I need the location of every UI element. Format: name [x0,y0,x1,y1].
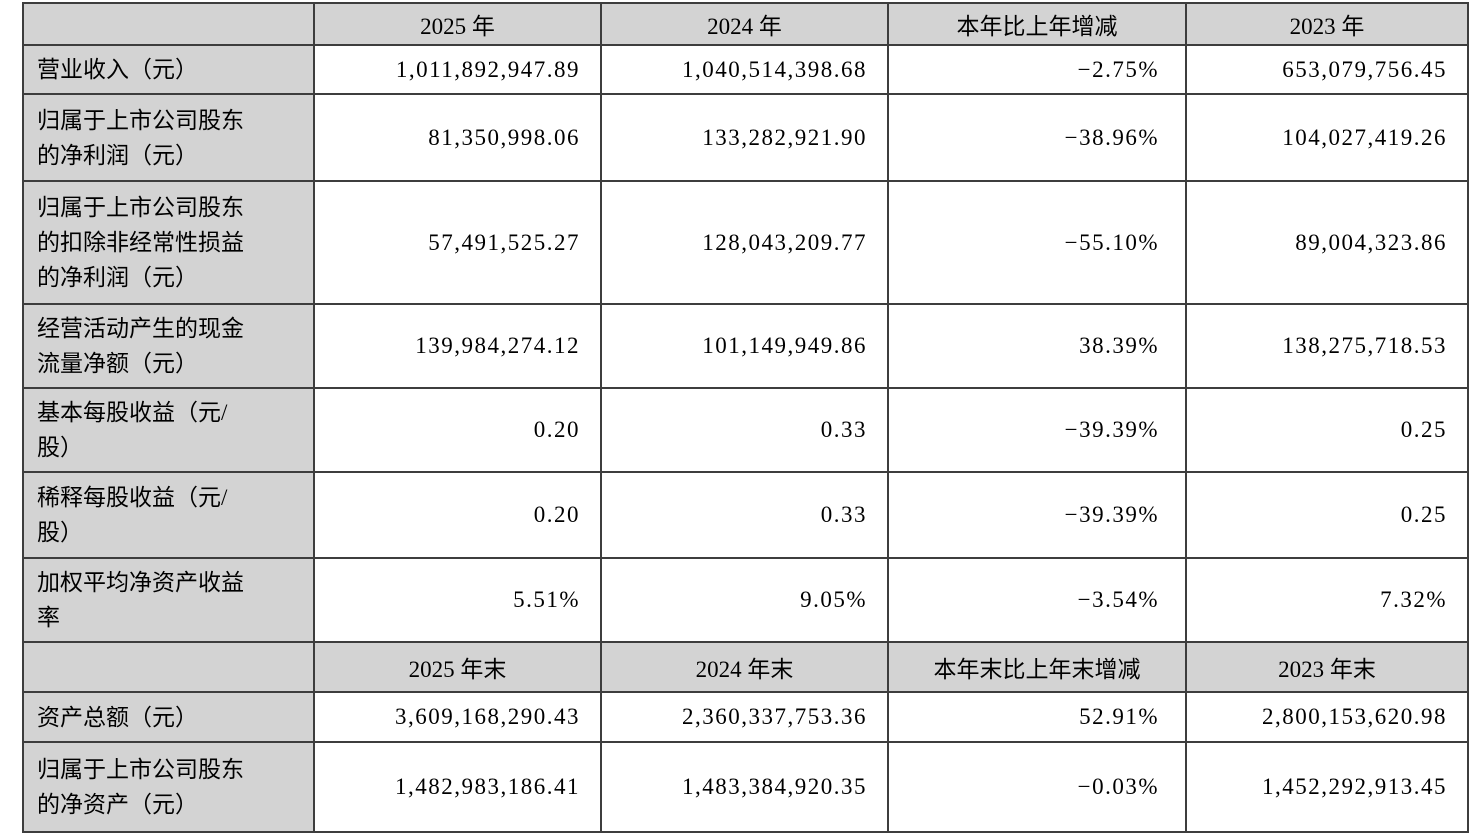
table-row-net-profit: 归属于上市公司股东 的净利润（元） 81,350,998.06 133,282,… [22,93,1469,182]
table-row-diluted-eps: 稀释每股收益（元/ 股） 0.20 0.33 −39.39% 0.25 [22,471,1469,559]
row-label: 归属于上市公司股东 的净资产（元） [22,741,315,833]
row-label: 稀释每股收益（元/ 股） [22,471,315,559]
row-label: 归属于上市公司股东 的净利润（元） [22,93,315,182]
value-yoy-change: −39.39% [887,471,1187,559]
value-2023: 104,027,419.26 [1185,93,1469,182]
value-eoy-change: 52.91% [887,691,1187,743]
value-2024: 9.05% [600,557,889,643]
row-label: 营业收入（元） [22,44,315,95]
value-2023: 0.25 [1185,387,1469,473]
value-yoy-change: −55.10% [887,180,1187,305]
value-2024: 128,043,209.77 [600,180,889,305]
header-2025-end: 2025 年末 [313,641,602,693]
header-2023: 2023 年 [1185,2,1469,46]
value-2023: 7.32% [1185,557,1469,643]
table-row-basic-eps: 基本每股收益（元/ 股） 0.20 0.33 −39.39% 0.25 [22,387,1469,473]
header-row-end-of-year: 2025 年末 2024 年末 本年末比上年末增减 2023 年末 [22,641,1469,693]
value-2023-end: 2,800,153,620.98 [1185,691,1469,743]
value-2025-end: 3,609,168,290.43 [313,691,602,743]
value-2024-end: 2,360,337,753.36 [600,691,889,743]
table-row-total-assets: 资产总额（元） 3,609,168,290.43 2,360,337,753.3… [22,691,1469,743]
header-2023-end: 2023 年末 [1185,641,1469,693]
value-2023-end: 1,452,292,913.45 [1185,741,1469,833]
table-row-operating-cash-flow: 经营活动产生的现金 流量净额（元） 139,984,274.12 101,149… [22,303,1469,389]
header-row-annual: 2025 年 2024 年 本年比上年增减 2023 年 [22,2,1469,46]
financial-summary-table: 2025 年 2024 年 本年比上年增减 2023 年 营业收入（元） 1,0… [22,2,1469,833]
value-yoy-change: −2.75% [887,44,1187,95]
value-2025: 139,984,274.12 [313,303,602,389]
table-row-net-assets: 归属于上市公司股东 的净资产（元） 1,482,983,186.41 1,483… [22,741,1469,833]
row-label: 经营活动产生的现金 流量净额（元） [22,303,315,389]
header-2024: 2024 年 [600,2,889,46]
value-2025: 81,350,998.06 [313,93,602,182]
header-yoy-change: 本年比上年增减 [887,2,1187,46]
value-2024: 101,149,949.86 [600,303,889,389]
value-2023: 653,079,756.45 [1185,44,1469,95]
header-2024-end: 2024 年末 [600,641,889,693]
financial-summary: 2025 年 2024 年 本年比上年增减 2023 年 营业收入（元） 1,0… [22,2,1469,833]
value-2024: 1,040,514,398.68 [600,44,889,95]
value-2025: 1,011,892,947.89 [313,44,602,95]
value-2023: 138,275,718.53 [1185,303,1469,389]
table-row-deducted-net-profit: 归属于上市公司股东 的扣除非经常性损益 的净利润（元） 57,491,525.2… [22,180,1469,305]
value-yoy-change: 38.39% [887,303,1187,389]
value-2024: 0.33 [600,471,889,559]
header-eoy-change: 本年末比上年末增减 [887,641,1187,693]
header-empty-cell [22,641,315,693]
value-yoy-change: −39.39% [887,387,1187,473]
value-2025: 5.51% [313,557,602,643]
value-2023: 0.25 [1185,471,1469,559]
row-label: 加权平均净资产收益 率 [22,557,315,643]
value-2025: 0.20 [313,387,602,473]
header-empty-cell [22,2,315,46]
row-label: 资产总额（元） [22,691,315,743]
row-label: 归属于上市公司股东 的扣除非经常性损益 的净利润（元） [22,180,315,305]
value-yoy-change: −38.96% [887,93,1187,182]
table-row-weighted-avg-roe: 加权平均净资产收益 率 5.51% 9.05% −3.54% 7.32% [22,557,1469,643]
header-2025: 2025 年 [313,2,602,46]
value-2023: 89,004,323.86 [1185,180,1469,305]
value-yoy-change: −3.54% [887,557,1187,643]
value-2024-end: 1,483,384,920.35 [600,741,889,833]
value-eoy-change: −0.03% [887,741,1187,833]
value-2024: 133,282,921.90 [600,93,889,182]
row-label: 基本每股收益（元/ 股） [22,387,315,473]
value-2025-end: 1,482,983,186.41 [313,741,602,833]
value-2025: 57,491,525.27 [313,180,602,305]
value-2024: 0.33 [600,387,889,473]
value-2025: 0.20 [313,471,602,559]
table-row-revenue: 营业收入（元） 1,011,892,947.89 1,040,514,398.6… [22,44,1469,95]
